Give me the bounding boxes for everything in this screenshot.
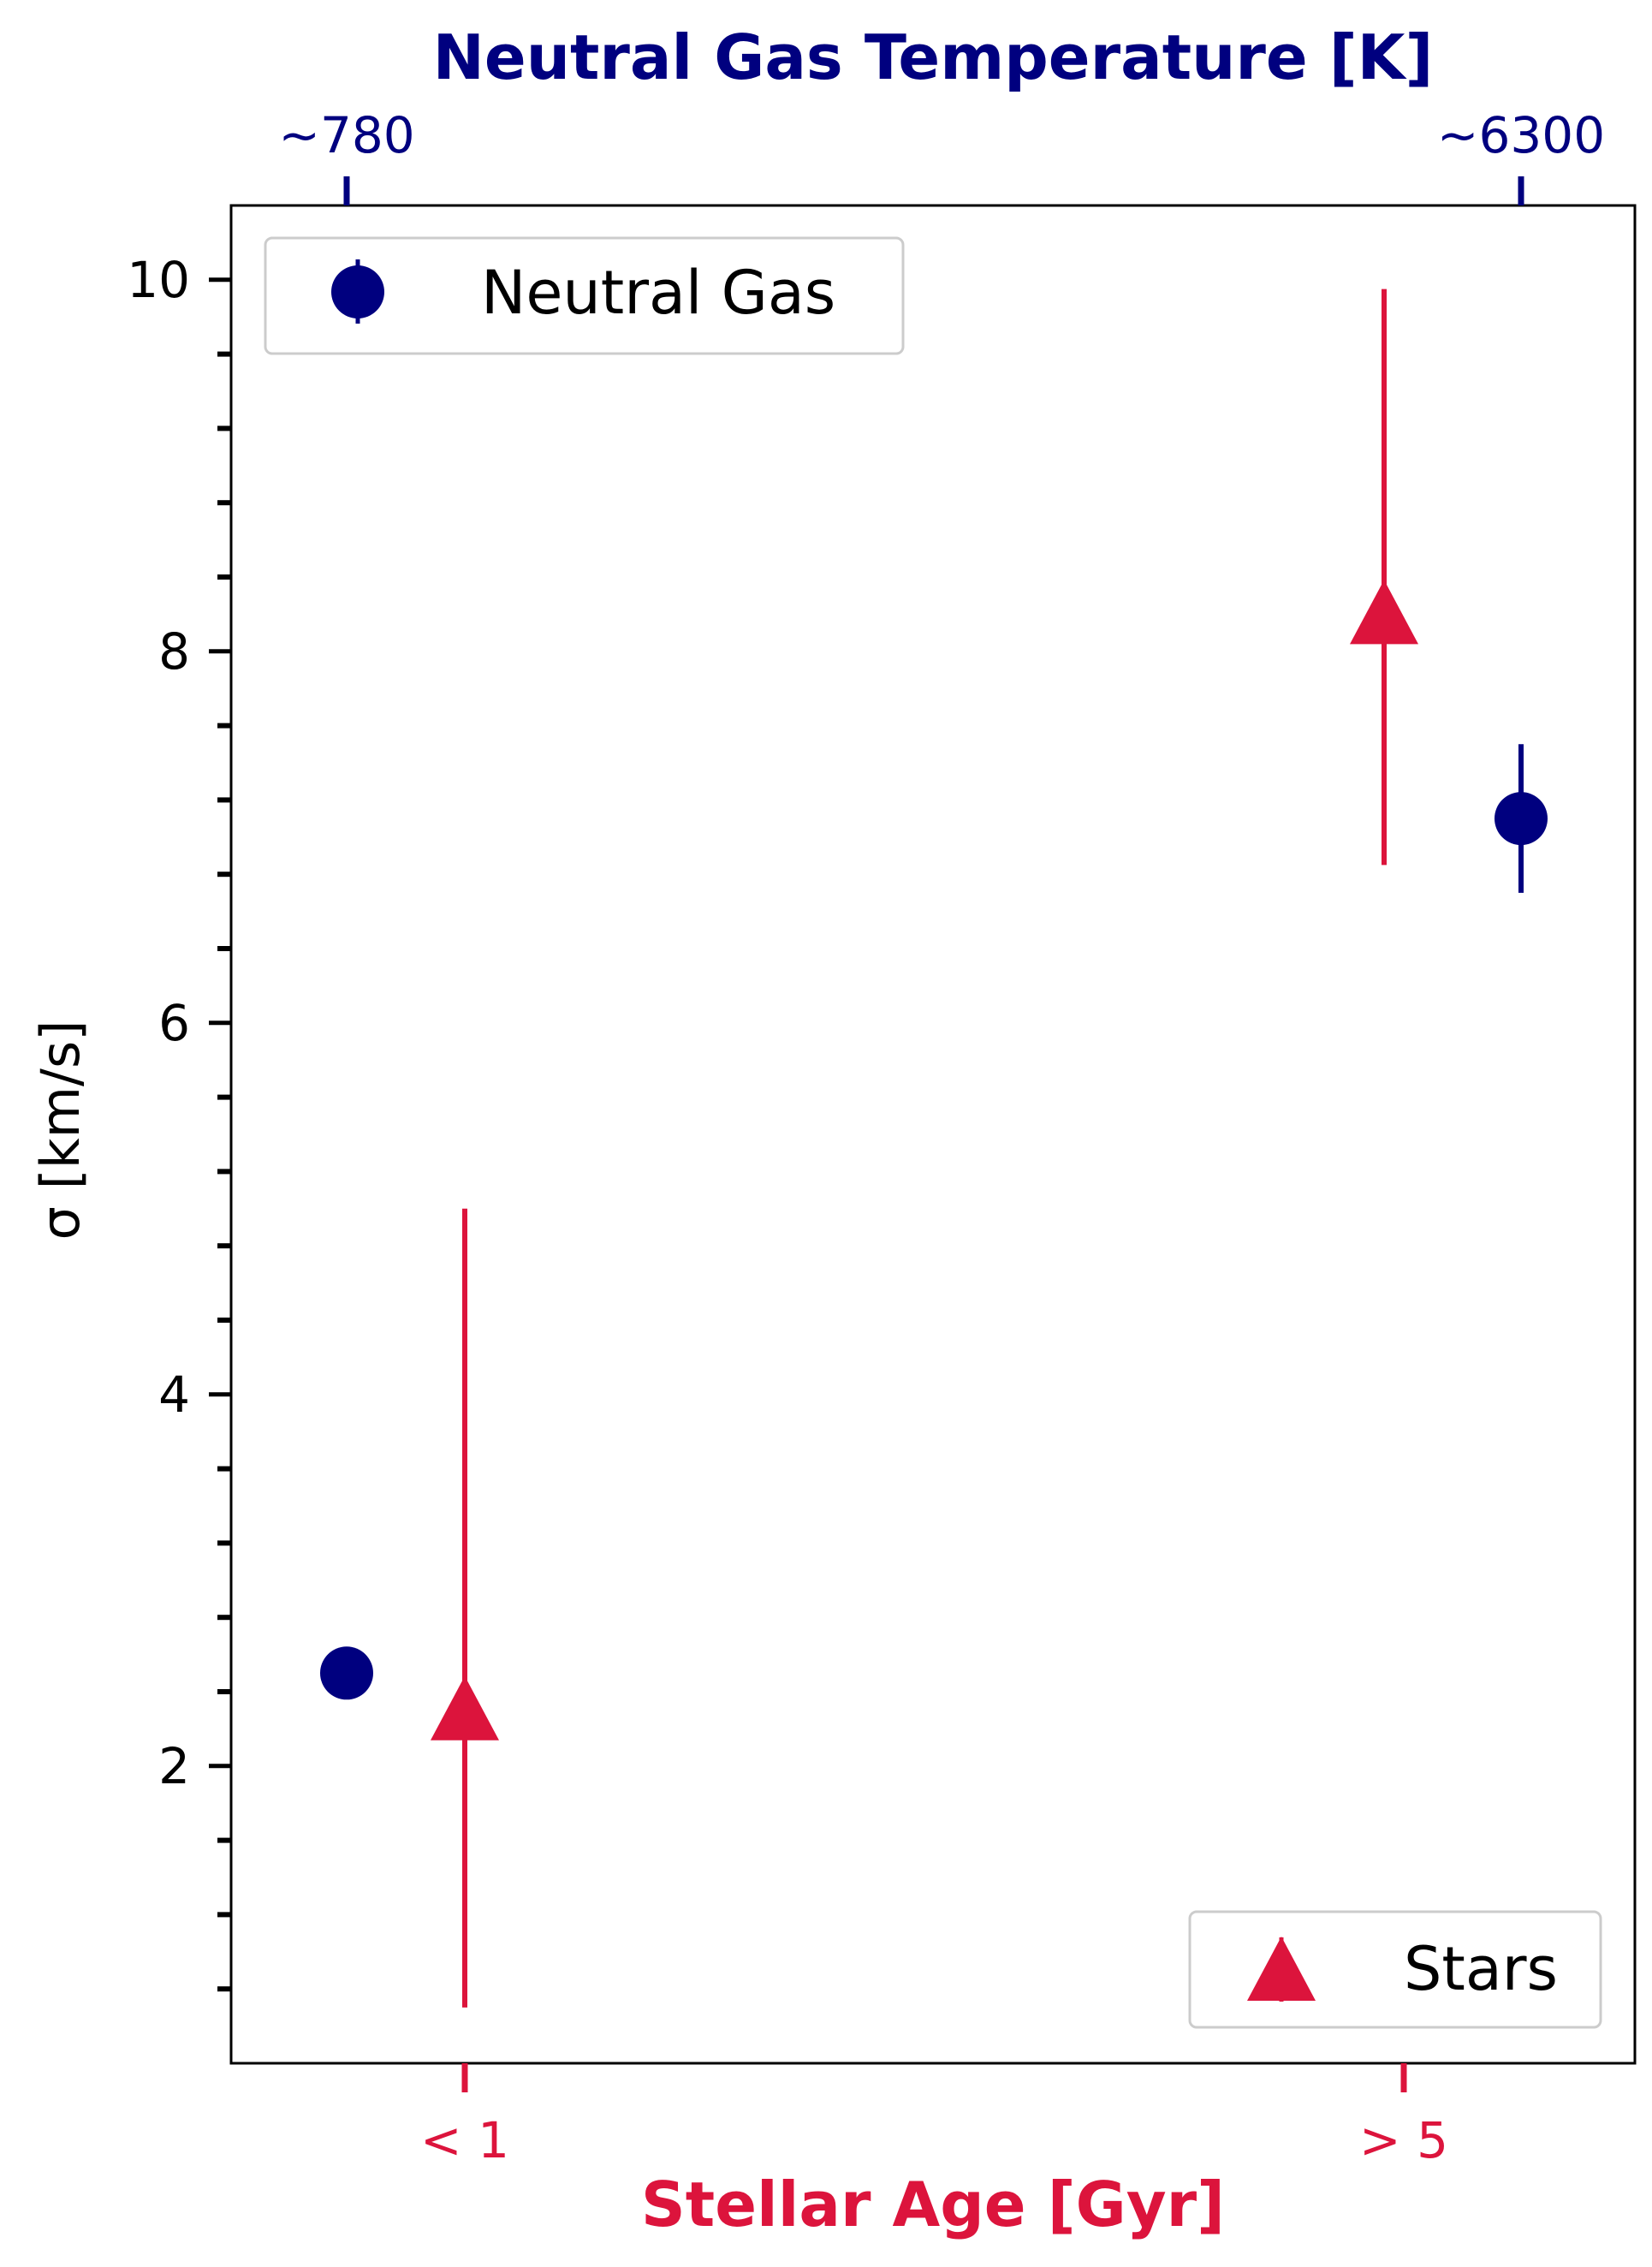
top-axis-tick-label: ~780	[278, 106, 414, 164]
plot-frame	[229, 204, 1637, 2065]
legend-neutral-gas: Neutral Gas	[264, 236, 905, 355]
bottom-axis-tick-label: < 1	[420, 2111, 509, 2169]
y-tick-label: 4	[158, 1366, 190, 1424]
legend-stars: Stars	[1188, 1910, 1602, 2029]
legend-neutral-gas-label: Neutral Gas	[481, 258, 835, 328]
legend-neutral-gas-marker	[331, 265, 384, 318]
y-axis-ticks: 2 4 6 8 10	[127, 251, 231, 1992]
bottom-axis-title: Stellar Age [Gyr]	[641, 2169, 1225, 2240]
neutral-gas-point	[320, 1646, 373, 1700]
top-axis-title: Neutral Gas Temperature [K]	[433, 21, 1434, 93]
y-tick-label: 2	[158, 1737, 190, 1795]
bottom-axis-tick-label: > 5	[1359, 2111, 1448, 2169]
y-tick-label: 10	[127, 251, 190, 309]
legend-stars-label: Stars	[1404, 1934, 1558, 2004]
stars-point	[1350, 580, 1418, 645]
top-axis-ticks: ~780 ~6300	[278, 106, 1605, 205]
bottom-axis-ticks: < 1 > 5	[420, 2063, 1448, 2169]
legend-stars-marker	[1247, 1937, 1316, 2001]
neutral-gas-point	[1495, 792, 1548, 846]
series-layer	[320, 289, 1548, 2008]
y-axis-label: σ [km/s]	[29, 1020, 92, 1241]
y-tick-label: 6	[158, 994, 190, 1052]
legend-neutral-gas-box	[264, 236, 905, 355]
top-axis-tick-label: ~6300	[1437, 106, 1605, 164]
y-tick-label: 8	[158, 622, 190, 681]
stars-point	[431, 1675, 499, 1740]
